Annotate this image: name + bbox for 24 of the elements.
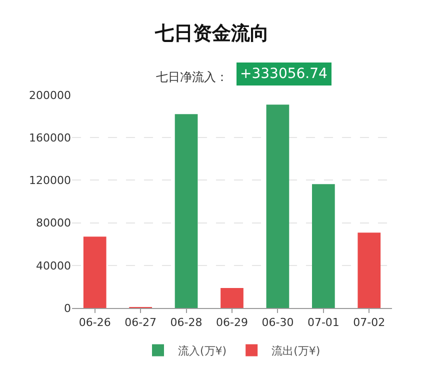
x-tick-label: 06-26 (78, 316, 111, 330)
y-tick-label: 80000 (36, 216, 71, 230)
x-tick-label: 06-30 (262, 316, 294, 330)
text: +333056.74 (240, 66, 328, 82)
x-tick-label: 07-02 (353, 316, 386, 330)
x-tick-label: 06-29 (216, 316, 248, 330)
legend-label: 流出(万¥) (272, 344, 320, 358)
y-tick-label: 200000 (29, 88, 71, 102)
x-tick-label: 06-28 (170, 316, 202, 330)
bar (266, 104, 290, 308)
y-tick-label: 0 (64, 302, 71, 315)
x-tick-label: 06-27 (124, 316, 157, 330)
legend-label: 流入(万¥) (178, 344, 227, 358)
bar (358, 232, 381, 308)
bar (83, 236, 106, 308)
x-tick-label: 07-01 (307, 316, 340, 330)
bar (220, 288, 244, 308)
y-tick-label: 120000 (29, 174, 71, 188)
bar (174, 114, 198, 308)
bar (312, 184, 335, 308)
y-tick-label: 40000 (36, 259, 71, 272)
chart-title: 七日资金流向 (154, 22, 269, 45)
text: 七日净流入： (156, 70, 228, 84)
y-tick-label: 160000 (29, 131, 71, 144)
